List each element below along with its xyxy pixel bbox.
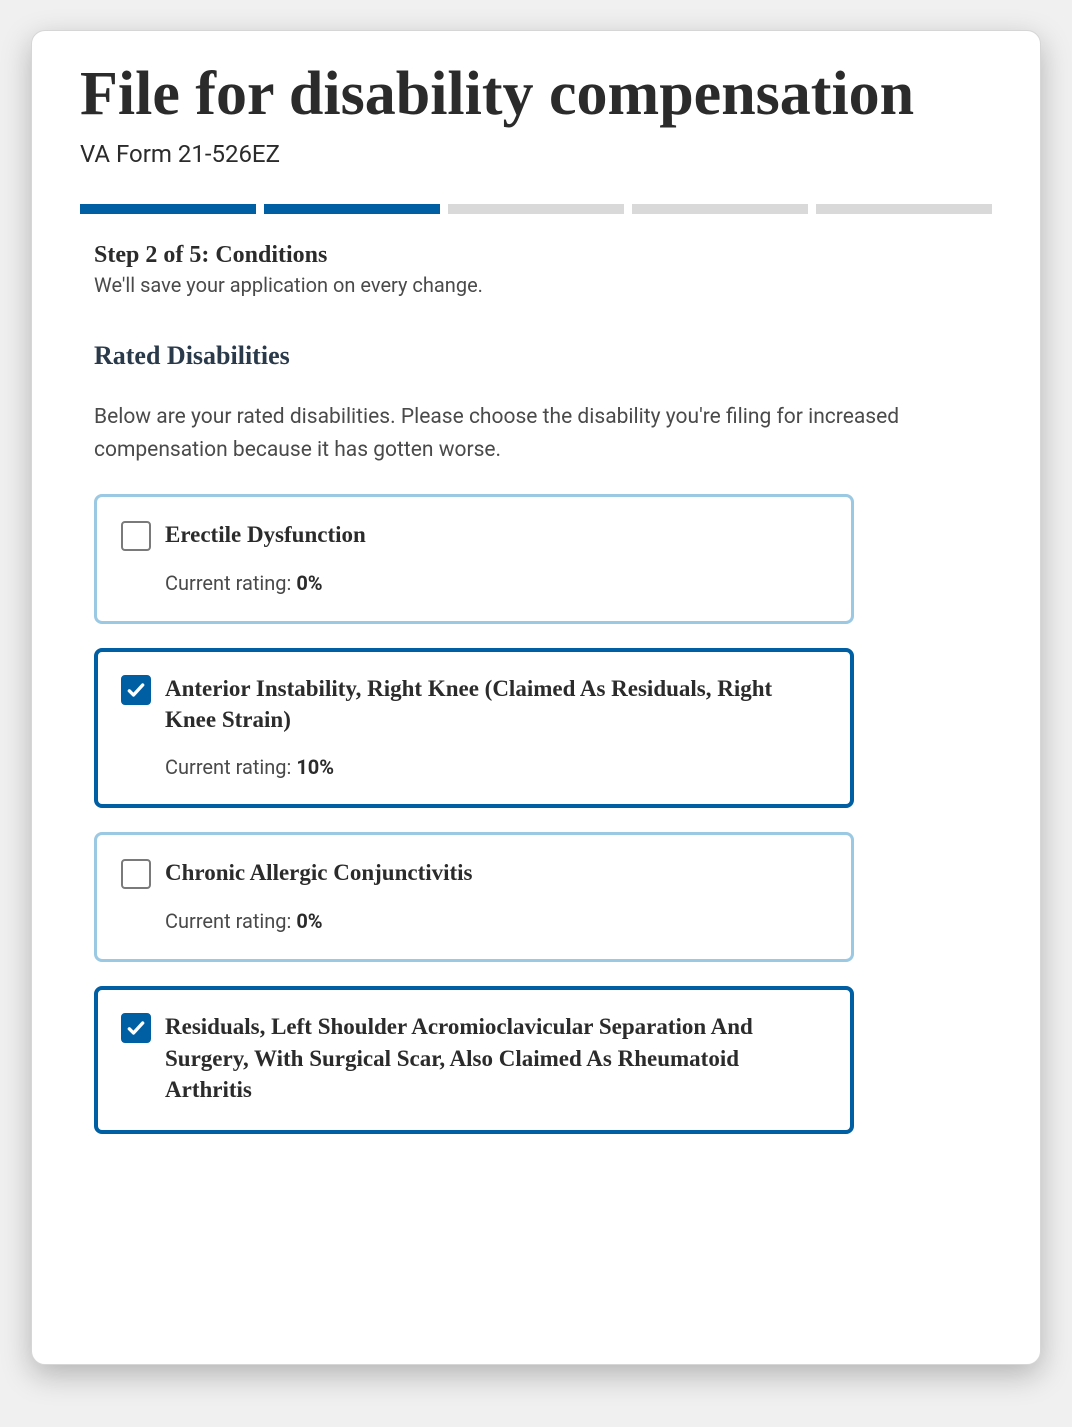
progress-seg-3 [448, 204, 624, 214]
rating-label: Current rating: [165, 571, 296, 595]
rating-value: 10% [296, 755, 334, 779]
checkbox-2[interactable] [121, 859, 151, 889]
step-label: Step 2 of 5: Conditions [94, 242, 978, 269]
check-icon [126, 680, 146, 700]
form-page-card: File for disability compensation VA Form… [31, 30, 1041, 1365]
progress-seg-1 [80, 204, 256, 214]
progress-seg-2 [264, 204, 440, 214]
disability-list: Erectile Dysfunction Current rating: 0% … [94, 494, 854, 1133]
content-area: Step 2 of 5: Conditions We'll save your … [80, 242, 992, 1133]
page-title: File for disability compensation [80, 59, 992, 130]
disability-card-0[interactable]: Erectile Dysfunction Current rating: 0% [94, 494, 854, 624]
disability-name: Chronic Allergic Conjunctivitis [165, 857, 473, 888]
section-instructions: Below are your rated disabilities. Pleas… [94, 401, 914, 466]
check-icon [126, 1018, 146, 1038]
disability-name: Residuals, Left Shoulder Acromioclavicul… [165, 1011, 827, 1104]
rating-row: Current rating: 0% [165, 909, 827, 933]
checkbox-3[interactable] [121, 1013, 151, 1043]
disability-card-1[interactable]: Anterior Instability, Right Knee (Claime… [94, 648, 854, 808]
checkbox-0[interactable] [121, 521, 151, 551]
rating-label: Current rating: [165, 909, 296, 933]
rating-value: 0% [296, 909, 322, 933]
rating-label: Current rating: [165, 755, 296, 779]
rating-row: Current rating: 10% [165, 755, 827, 779]
form-number: VA Form 21-526EZ [80, 140, 992, 168]
progress-seg-5 [816, 204, 992, 214]
card-header: Chronic Allergic Conjunctivitis [121, 857, 827, 889]
section-title: Rated Disabilities [94, 341, 978, 371]
progress-bar [80, 204, 992, 214]
disability-card-2[interactable]: Chronic Allergic Conjunctivitis Current … [94, 832, 854, 962]
card-header: Residuals, Left Shoulder Acromioclavicul… [121, 1011, 827, 1104]
disability-name: Anterior Instability, Right Knee (Claime… [165, 673, 827, 735]
disability-card-3[interactable]: Residuals, Left Shoulder Acromioclavicul… [94, 986, 854, 1133]
rating-value: 0% [296, 571, 322, 595]
disability-name: Erectile Dysfunction [165, 519, 366, 550]
checkbox-1[interactable] [121, 675, 151, 705]
rating-row: Current rating: 0% [165, 571, 827, 595]
card-header: Erectile Dysfunction [121, 519, 827, 551]
card-header: Anterior Instability, Right Knee (Claime… [121, 673, 827, 735]
progress-seg-4 [632, 204, 808, 214]
autosave-note: We'll save your application on every cha… [94, 273, 978, 297]
